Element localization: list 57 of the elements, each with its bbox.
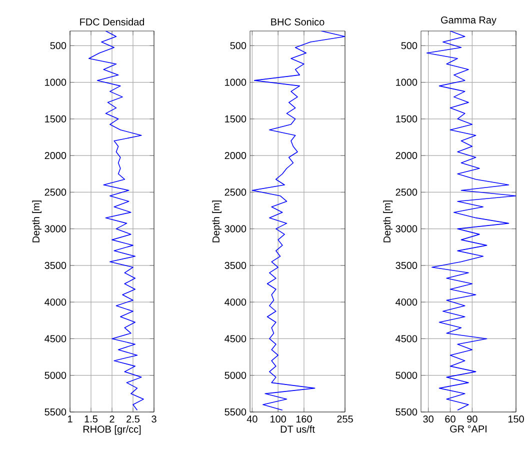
chart-title: Gamma Ray — [441, 16, 496, 26]
x-tick-label: 255 — [337, 416, 353, 423]
y-tick-label: 5500 — [44, 408, 66, 416]
x-axis-title: GR °API — [450, 425, 486, 432]
y-tick-label: 1500 — [45, 115, 66, 122]
y-axis-title: Depth [m] — [212, 200, 222, 242]
y-tick-label: 2000 — [224, 152, 246, 160]
x-tick-label: 90 — [467, 416, 478, 423]
y-tick-label: 2000 — [396, 152, 418, 160]
y-tick-label: 1000 — [45, 78, 66, 86]
y-tick-label: 4500 — [224, 335, 246, 342]
y-tick-label: 1000 — [396, 78, 418, 86]
x-axis-title: RHOB [gr/cc] — [83, 425, 141, 435]
y-tick-label: 1500 — [396, 115, 418, 122]
y-tick-label: 3000 — [396, 225, 418, 232]
y-tick-label: 4000 — [396, 298, 418, 306]
y-tick-label: 2500 — [396, 188, 418, 196]
x-axis-title: DT us/ft — [280, 425, 315, 433]
y-tick-label: 3500 — [44, 262, 66, 269]
y-tick-label: 2500 — [44, 188, 66, 196]
y-tick-label: 5000 — [224, 372, 246, 379]
y-tick-label: 500 — [50, 42, 66, 50]
y-tick-label: 3000 — [224, 225, 246, 232]
y-tick-label: 4500 — [44, 335, 66, 342]
y-tick-label: 5000 — [44, 372, 66, 379]
x-tick-label: 1 — [68, 416, 72, 422]
y-tick-label: 500 — [401, 42, 418, 50]
y-tick-label: 2500 — [224, 188, 246, 196]
y-tick-label: 500 — [230, 42, 246, 50]
x-tick-label: 3 — [152, 416, 156, 423]
chart-title: FDC Densidad — [80, 18, 144, 26]
chart-title: BHC Sonico — [271, 18, 324, 26]
x-tick-label: 150 — [508, 416, 524, 423]
x-tick-label: 30 — [423, 416, 434, 423]
y-tick-label: 4000 — [224, 298, 246, 306]
y-tick-label: 1500 — [225, 115, 246, 122]
x-tick-label: 160 — [296, 416, 312, 423]
y-tick-label: 5500 — [224, 408, 246, 416]
x-tick-label: 40 — [246, 416, 258, 423]
y-tick-label: 1000 — [225, 78, 246, 86]
x-tick-label: 2.5 — [126, 416, 140, 423]
y-tick-label: 3500 — [224, 262, 246, 269]
line-series — [88, 30, 144, 411]
x-tick-label: 2 — [110, 416, 114, 422]
y-tick-label: 5000 — [396, 372, 418, 379]
y-axis-title: Depth [m] — [383, 200, 392, 242]
y-tick-label: 3500 — [396, 262, 418, 269]
x-tick-label: 60 — [445, 416, 456, 423]
line-series — [252, 30, 346, 411]
x-tick-label: 1.5 — [84, 416, 98, 422]
x-tick-label: 100 — [270, 416, 286, 423]
y-tick-label: 2000 — [44, 152, 66, 160]
y-tick-label: 3000 — [44, 225, 66, 232]
y-tick-label: 4500 — [396, 335, 418, 342]
y-tick-label: 4000 — [44, 298, 66, 306]
y-tick-label: 5500 — [396, 408, 418, 416]
y-axis-title: Depth [m] — [32, 200, 42, 242]
